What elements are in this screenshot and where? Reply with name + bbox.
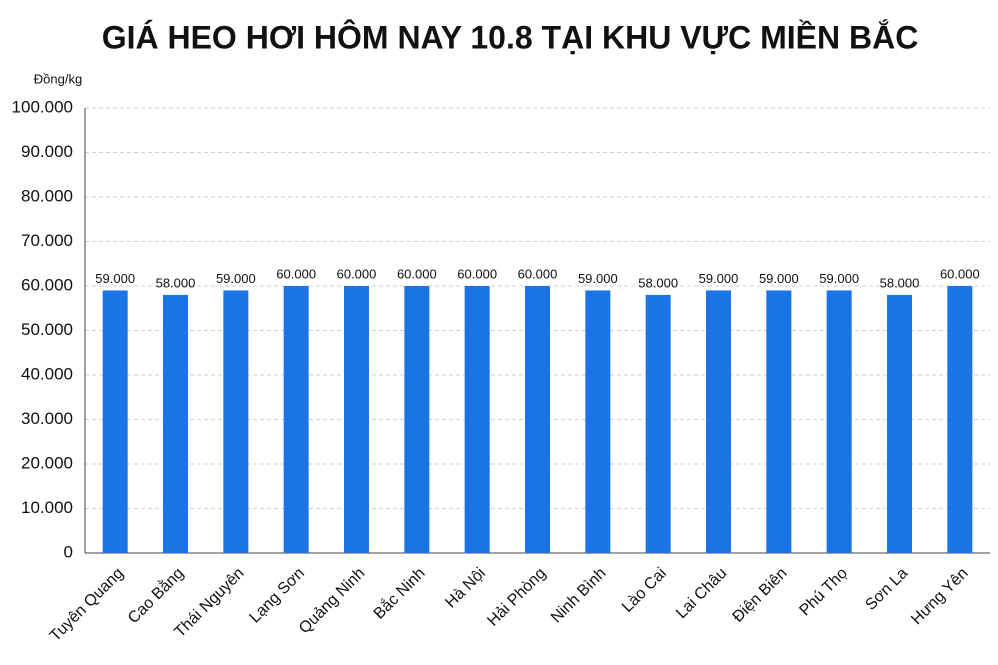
bar — [887, 294, 912, 553]
value-label: 60.000 — [276, 266, 316, 281]
bar — [283, 286, 309, 553]
x-tick-label: Bắc Ninh — [369, 563, 428, 622]
value-label: 58.000 — [880, 275, 920, 290]
bar — [585, 290, 611, 553]
y-tick-label: 60.000 — [21, 275, 73, 294]
y-tick-label: 100.000 — [12, 97, 73, 116]
value-label: 59.000 — [95, 271, 135, 286]
y-tick-label: 40.000 — [21, 364, 73, 383]
value-label: 59.000 — [216, 271, 256, 286]
bar — [826, 290, 852, 553]
x-tick-label: Phú Thọ — [796, 565, 851, 620]
y-tick-label: 0 — [64, 542, 73, 561]
y-tick-label: 90.000 — [21, 142, 73, 161]
y-tick-label: 50.000 — [21, 320, 73, 339]
y-tick-label: 80.000 — [21, 186, 73, 205]
x-tick-label: Tuyên Quang — [47, 565, 127, 645]
value-label: 58.000 — [638, 275, 678, 290]
value-label: 60.000 — [397, 266, 437, 281]
x-tick-label: Lai Châu — [673, 565, 730, 622]
y-axis-label: Đồng/kg — [34, 71, 82, 86]
x-tick-label: Hà Nội — [442, 565, 489, 612]
x-tick-label: Điện Biên — [730, 565, 791, 626]
bar — [404, 286, 430, 553]
x-tick-label: Ninh Bình — [548, 565, 610, 627]
chart-title: GIÁ HEO HƠI HÔM NAY 10.8 TẠI KHU VỰC MIỀ… — [102, 19, 919, 55]
bar — [947, 286, 973, 553]
value-label: 60.000 — [337, 266, 377, 281]
bar — [102, 290, 128, 553]
bar — [706, 290, 731, 553]
x-tick-label: Cao Bằng — [124, 563, 188, 627]
value-label: 60.000 — [940, 266, 980, 281]
bar — [163, 294, 188, 553]
value-label: 60.000 — [457, 266, 497, 281]
bar — [344, 286, 369, 553]
x-tick-label: Sơn La — [862, 565, 911, 614]
bar — [525, 286, 550, 553]
x-tick-label: Lạng Sơn — [246, 565, 308, 627]
x-tick-label: Hưng Yên — [908, 565, 971, 628]
bar — [464, 286, 490, 553]
bar — [766, 290, 792, 553]
value-label: 59.000 — [578, 271, 618, 286]
value-label: 59.000 — [819, 271, 859, 286]
value-label: 60.000 — [518, 266, 558, 281]
x-tick-label: Hải Phòng — [484, 565, 549, 630]
y-tick-label: 20.000 — [21, 453, 73, 472]
bar — [645, 294, 671, 553]
bar — [223, 290, 249, 553]
y-tick-label: 70.000 — [21, 231, 73, 250]
x-tick-label: Lào Cai — [619, 565, 670, 616]
value-label: 59.000 — [699, 271, 739, 286]
value-label: 58.000 — [156, 275, 196, 290]
y-tick-label: 10.000 — [21, 498, 73, 517]
value-label: 59.000 — [759, 271, 799, 286]
y-tick-label: 30.000 — [21, 409, 73, 428]
